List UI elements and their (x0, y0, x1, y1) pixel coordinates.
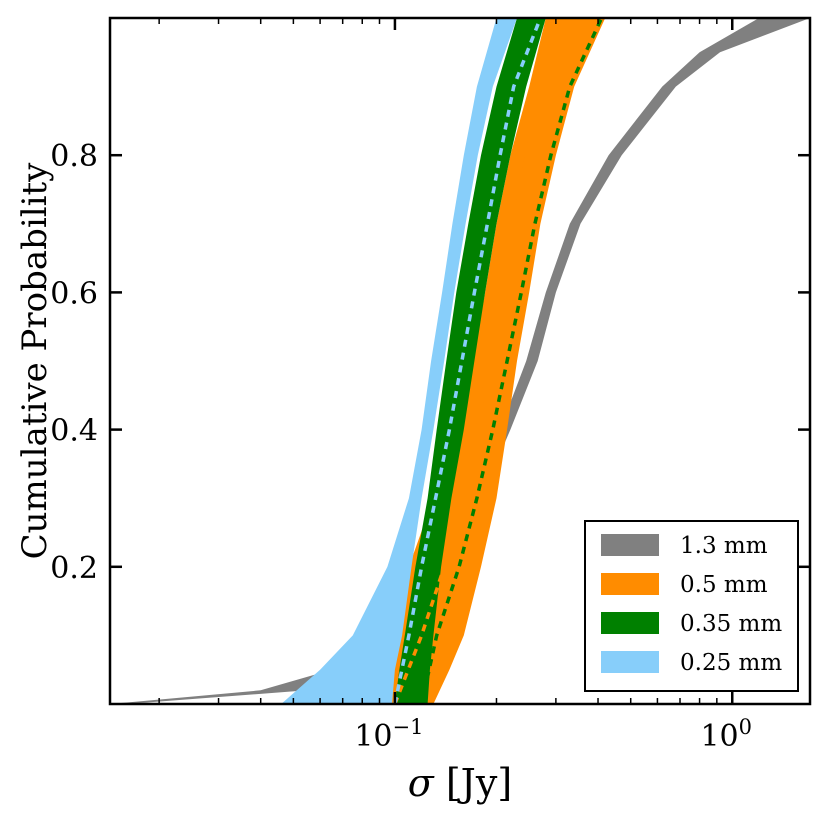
axes-layer: 0.2 0.4 0.6 0.8 10−1 100 σ [Jy] Cumulative Prob… (15, 16, 812, 805)
line-0-35-mm-model (419, 18, 604, 704)
legend-label: 0.35 mm (680, 611, 782, 637)
y-tick-label: 0.4 (50, 414, 98, 449)
plot-layer (110, 18, 810, 704)
x-axis-label: σ [Jy] (408, 761, 512, 805)
legend-swatch (601, 534, 659, 556)
legend-swatch (601, 573, 659, 595)
band-0-25-mm (281, 18, 517, 704)
y-axis-label: Cumulative Probability (15, 162, 55, 560)
y-tick-label: 0.6 (50, 276, 98, 311)
x-tick-label: 10−1 (354, 715, 423, 754)
legend: 1.3 mm 0.5 mm 0.35 mm 0.25 mm (584, 520, 799, 692)
legend-label: 0.25 mm (680, 650, 782, 676)
plot-frame (108, 16, 812, 706)
y-tick-label: 0.2 (50, 551, 98, 586)
band-0-5-mm (320, 18, 606, 704)
band-0-35-mm (394, 18, 546, 704)
x-tick-label: 100 (700, 715, 752, 754)
line-0-5-mm-model (393, 18, 563, 704)
legend-label: 0.5 mm (680, 572, 768, 598)
legend-swatch (601, 612, 659, 634)
y-tick-label: 0.8 (50, 139, 98, 174)
legend-swatch (601, 651, 659, 673)
legend-label: 1.3 mm (680, 533, 768, 559)
